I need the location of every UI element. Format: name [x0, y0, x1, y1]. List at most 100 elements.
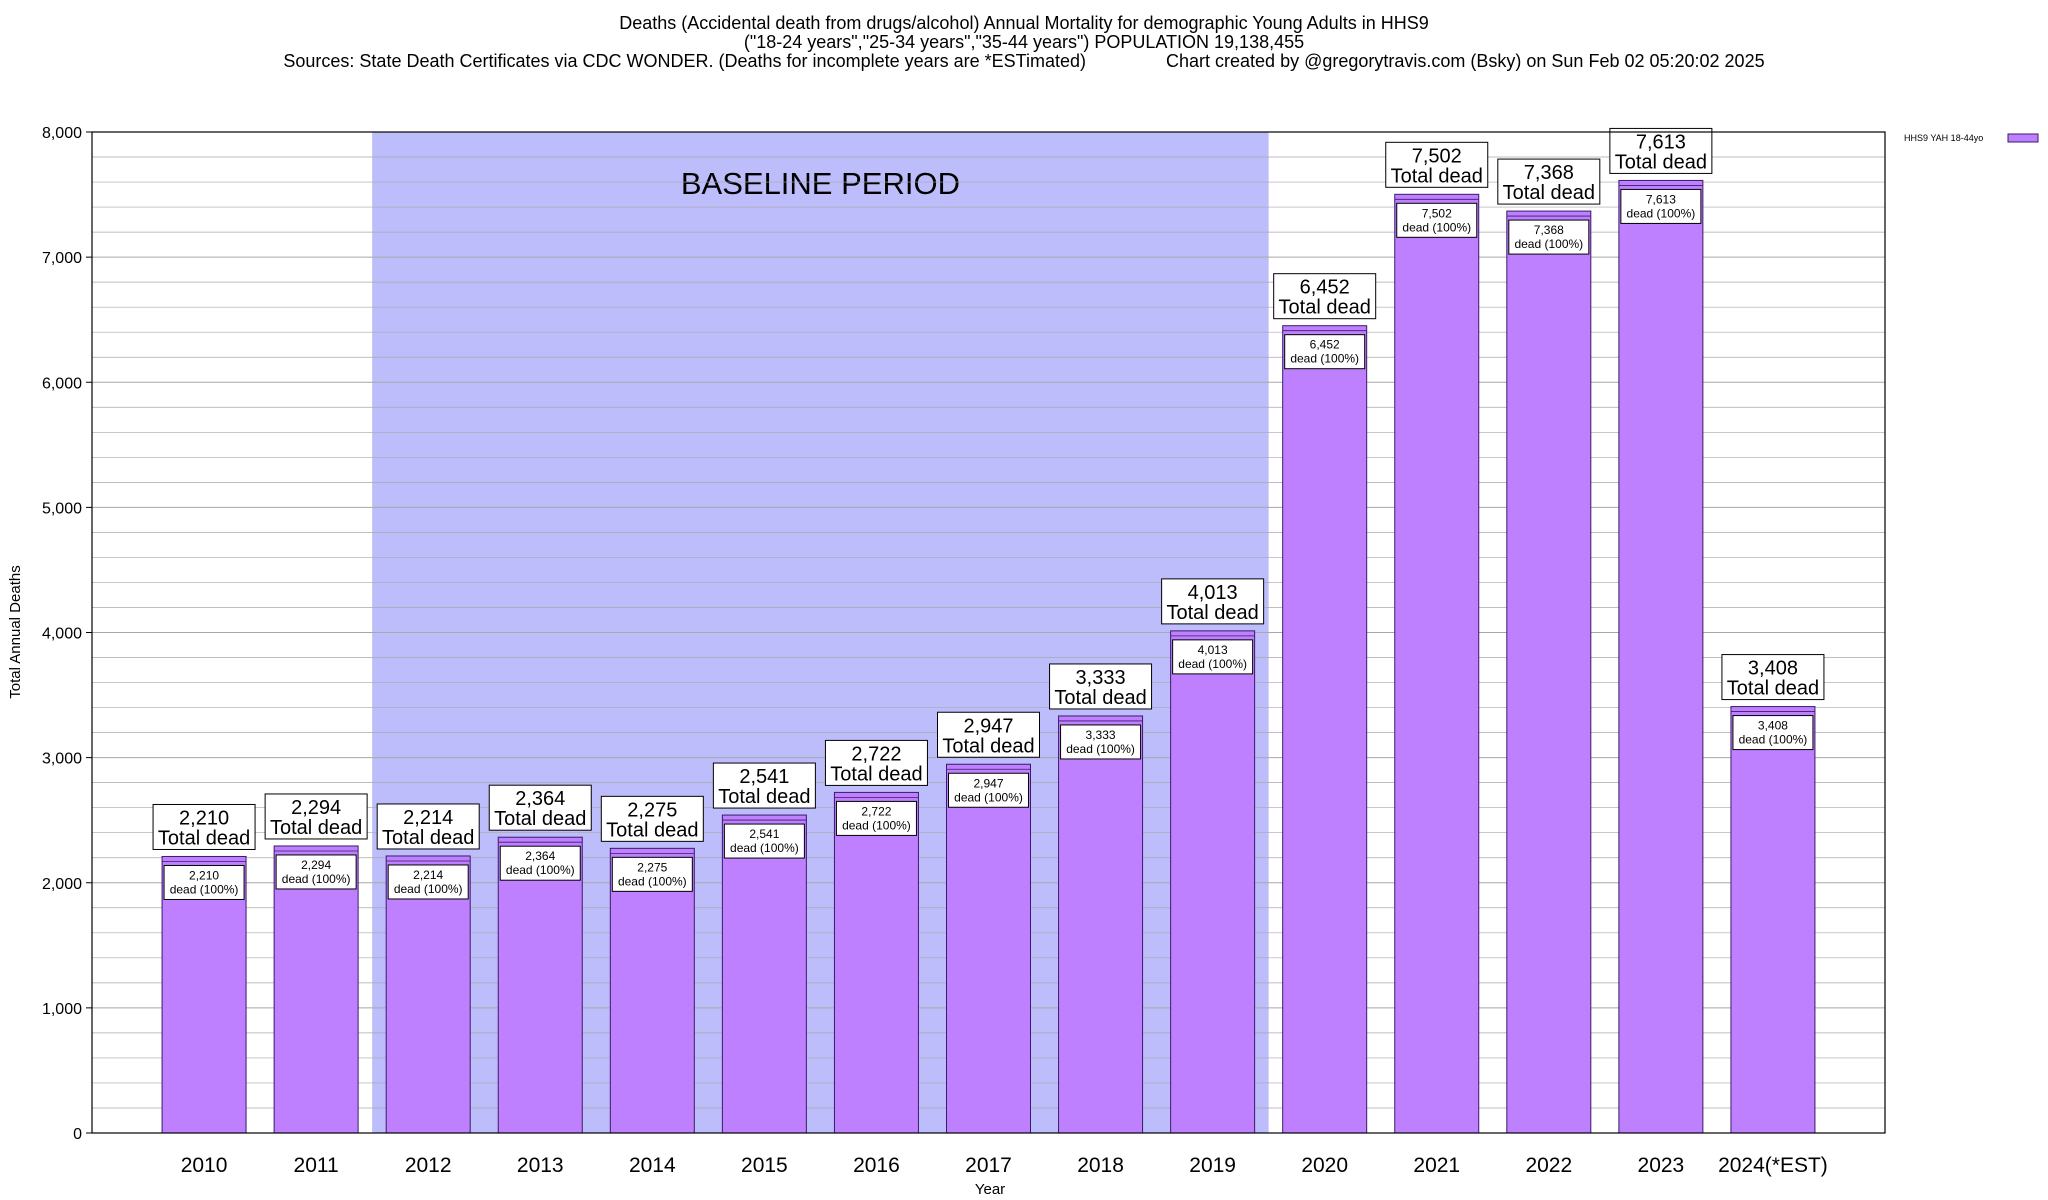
inner-value-label: 3,333: [1086, 728, 1116, 742]
inner-value-label: 2,275: [637, 860, 667, 874]
total-dead-label: Total dead: [1166, 602, 1258, 624]
inner-percent-label: dead (100%): [1178, 657, 1247, 671]
total-value-label: 3,333: [1076, 667, 1126, 689]
inner-label-box: [1508, 219, 1590, 255]
x-tick-label: 2020: [1301, 1154, 1348, 1177]
total-label-box: [937, 711, 1040, 758]
total-label-box: [376, 803, 480, 850]
x-tick-label: 2017: [965, 1154, 1012, 1177]
inner-value-label: 7,368: [1534, 223, 1564, 237]
inner-value-label: 3,408: [1758, 719, 1788, 733]
total-value-label: 7,613: [1636, 131, 1686, 153]
total-dead-label: Total dead: [942, 735, 1034, 757]
total-label-box: [1273, 273, 1377, 320]
bar-2015: [721, 814, 807, 1134]
total-label-box: [1161, 578, 1265, 625]
bar-2019: [1170, 630, 1256, 1134]
inner-percent-label: dead (100%): [842, 818, 911, 832]
inner-value-label: 2,214: [413, 868, 443, 882]
bar-2018: [1058, 715, 1144, 1134]
inner-label-box: [387, 864, 469, 900]
inner-value-label: 2,210: [189, 868, 219, 882]
total-label-box: [824, 739, 928, 786]
inner-value-label: 2,722: [861, 804, 891, 818]
total-value-label: 2,364: [515, 788, 565, 810]
inner-percent-label: dead (100%): [1514, 237, 1583, 251]
inner-label-box: [499, 845, 581, 881]
inner-percent-label: dead (100%): [1066, 742, 1135, 756]
inner-percent-label: dead (100%): [1627, 206, 1696, 220]
total-value-label: 2,210: [179, 807, 229, 829]
y-axis-title: Total Annual Deaths: [7, 565, 24, 698]
total-dead-label: Total dead: [1615, 151, 1707, 173]
x-tick-label: 2013: [517, 1154, 564, 1177]
total-value-label: 2,541: [739, 766, 789, 788]
total-dead-label: Total dead: [1054, 687, 1146, 709]
y-tick-label: 6,000: [42, 375, 82, 392]
y-tick-label: 0: [73, 1126, 82, 1143]
chart-header: Deaths (Accidental death from drugs/alco…: [0, 14, 2048, 71]
total-dead-label: Total dead: [1727, 678, 1819, 700]
inner-value-label: 2,294: [301, 858, 331, 872]
legend-label: HHS9 YAH 18-44yo: [1904, 133, 1983, 143]
legend-swatch: [2007, 133, 2039, 143]
y-tick-label: 1,000: [42, 1001, 82, 1018]
inner-percent-label: dead (100%): [506, 863, 575, 877]
bar-2012: [385, 855, 471, 1134]
total-value-label: 2,214: [403, 807, 453, 829]
inner-value-label: 2,541: [749, 827, 779, 841]
inner-percent-label: dead (100%): [394, 882, 463, 896]
x-tick-label: 2021: [1413, 1154, 1460, 1177]
total-label-box: [712, 762, 816, 809]
total-value-label: 2,947: [963, 715, 1013, 737]
chart-title-line-2: ("18-24 years","25-34 years","35-44 year…: [743, 32, 1305, 52]
inner-label-box: [1172, 639, 1254, 675]
x-tick-label: 2018: [1077, 1154, 1124, 1177]
inner-label-box: [1396, 202, 1478, 238]
total-label-box: [1721, 654, 1825, 701]
x-tick-label: 2014: [629, 1154, 676, 1177]
inner-value-label: 6,452: [1310, 338, 1340, 352]
x-tick-label: 2011: [294, 1154, 339, 1177]
inner-percent-label: dead (100%): [1290, 352, 1359, 366]
inner-percent-label: dead (100%): [1739, 733, 1808, 747]
inner-label-box: [1060, 724, 1142, 760]
inner-percent-label: dead (100%): [730, 841, 799, 855]
baseline-period-label: BASELINE PERIOD: [681, 166, 960, 201]
total-label-box: [152, 803, 256, 850]
total-dead-label: Total dead: [1391, 165, 1483, 187]
total-label-box: [600, 795, 704, 842]
total-value-label: 7,368: [1524, 162, 1574, 184]
total-dead-label: Total dead: [158, 827, 250, 849]
x-tick-label: 2019: [1189, 1154, 1236, 1177]
total-dead-label: Total dead: [606, 819, 698, 841]
inner-percent-label: dead (100%): [954, 790, 1023, 804]
y-tick-label: 4,000: [42, 626, 82, 643]
bar-2014: [609, 847, 695, 1134]
x-tick-label: 2012: [405, 1154, 452, 1177]
inner-percent-label: dead (100%): [1402, 220, 1471, 234]
total-dead-label: Total dead: [830, 763, 922, 785]
total-value-label: 7,502: [1412, 145, 1462, 167]
total-dead-label: Total dead: [270, 817, 362, 839]
inner-label-box: [723, 823, 805, 859]
bar-2020: [1282, 325, 1368, 1134]
y-tick-label: 7,000: [42, 250, 82, 267]
x-tick-label: 2015: [741, 1154, 788, 1177]
total-value-label: 2,275: [627, 799, 677, 821]
inner-label-box: [948, 772, 1029, 808]
bar-2024(*EST): [1730, 706, 1816, 1134]
inner-value-label: 7,502: [1422, 206, 1452, 220]
total-label-box: [488, 784, 592, 831]
inner-label-box: [611, 856, 693, 892]
total-label-box: [1049, 663, 1153, 710]
inner-label-box: [1732, 715, 1814, 751]
x-tick-label: 2016: [853, 1154, 900, 1177]
inner-percent-label: dead (100%): [618, 874, 687, 888]
bar-2017: [946, 763, 1031, 1134]
chart-title-line-3: Sources: State Death Certificates via CD…: [283, 51, 1765, 71]
inner-value-label: 2,364: [525, 849, 555, 863]
total-value-label: 2,294: [291, 797, 341, 819]
chart-title-line-1: Deaths (Accidental death from drugs/alco…: [619, 13, 1429, 33]
inner-label-box: [1620, 188, 1702, 224]
